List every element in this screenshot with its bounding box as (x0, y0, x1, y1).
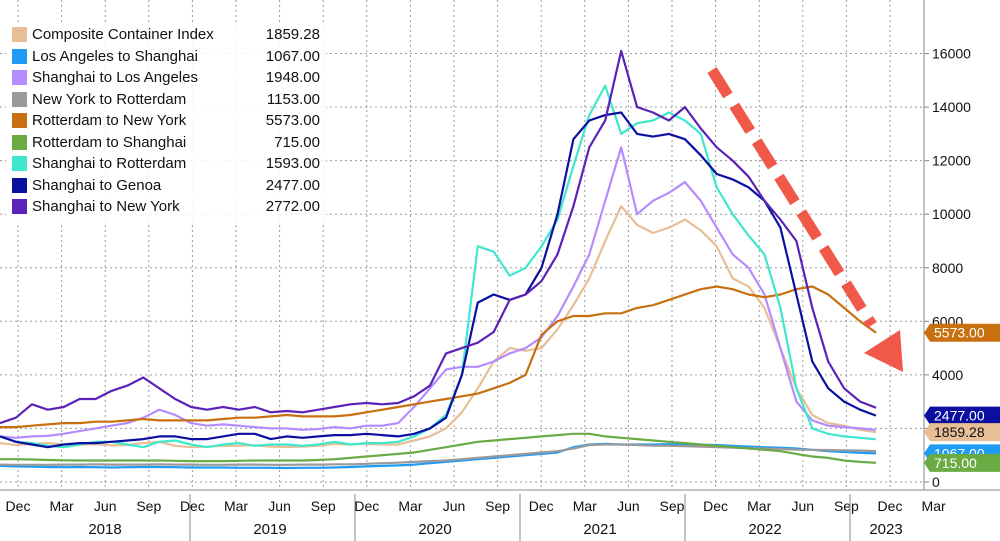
x-tick-label: Dec (703, 498, 728, 514)
x-tick-label: Sep (660, 498, 685, 514)
series-line (0, 285, 877, 429)
legend-series-name: Shanghai to New York (32, 198, 180, 216)
legend-item: Shanghai to Rotterdam 1593.00 (12, 153, 320, 175)
x-year-label: 2019 (253, 521, 286, 538)
legend-swatch (12, 113, 27, 129)
legend-swatch (12, 91, 27, 107)
legend-series-name: Shanghai to Rotterdam (32, 155, 187, 173)
series-line (0, 442, 877, 470)
y-tick-label: 8000 (932, 260, 963, 276)
legend-series-name: Composite Container Index (32, 26, 214, 44)
series-lines (0, 49, 877, 470)
legend-series-name: Rotterdam to New York (32, 112, 187, 130)
legend-swatch (12, 27, 27, 43)
series-line (0, 111, 877, 449)
legend-swatch (12, 70, 27, 86)
legend-series-value: 2477.00 (265, 176, 320, 194)
x-tick-label: Dec (878, 498, 903, 514)
x-tick-label: Sep (834, 498, 859, 514)
x-tick-label: Jun (792, 498, 815, 514)
y-tick-label: 16000 (932, 46, 971, 62)
x-axis-labels: Dec Mar Jun Sep Dec Mar Jun Sep Dec Mar Jun Sep Dec M… (6, 494, 946, 541)
x-tick-label: Sep (136, 498, 161, 514)
y-tick-label: 10000 (932, 206, 971, 222)
x-tick-label: Mar (50, 498, 74, 514)
series-line (0, 432, 877, 464)
value-tag-label: 1859.28 (934, 424, 985, 440)
legend-item: New York to Rotterdam 1153.00 (12, 89, 320, 111)
legend-series-name: Los Angeles to Shanghai (32, 47, 198, 65)
x-tick-label: Mar (224, 498, 248, 514)
x-tick-label: Jun (617, 498, 640, 514)
legend-item: Rotterdam to New York 5573.00 (12, 110, 320, 132)
value-tag: 715.00 (924, 453, 1000, 472)
trend-arrow-head (864, 330, 903, 372)
x-year-label: 2021 (583, 521, 616, 538)
x-tick-label: Dec (354, 498, 379, 514)
y-tick-label: 12000 (932, 153, 971, 169)
y-tick-label: 0 (932, 474, 940, 490)
legend-series-value: 715.00 (274, 133, 320, 151)
value-tag-label: 5573.00 (934, 325, 985, 341)
trend-arrow-shaft (707, 67, 877, 328)
series-line (0, 146, 877, 439)
x-tick-label: Jun (94, 498, 117, 514)
x-tick-label: Mar (398, 498, 422, 514)
x-tick-label: Mar (747, 498, 771, 514)
x-year-label: 2023 (869, 521, 902, 538)
series-line (0, 84, 877, 449)
series-line (0, 205, 877, 449)
legend-item: Rotterdam to Shanghai 715.00 (12, 132, 320, 154)
legend-swatch (12, 177, 27, 193)
value-tag: 5573.00 (924, 323, 1000, 342)
x-tick-label: Jun (268, 498, 291, 514)
x-tick-label: Dec (529, 498, 554, 514)
x-tick-label: Mar (922, 498, 946, 514)
x-tick-label: Sep (311, 498, 336, 514)
legend-series-name: Rotterdam to Shanghai (32, 133, 187, 151)
y-tick-label: 14000 (932, 99, 971, 115)
legend-series-value: 2772.00 (265, 198, 320, 216)
series-line (0, 49, 877, 425)
value-tag-label: 2477.00 (934, 408, 985, 424)
legend-series-name: Shanghai to Genoa (32, 176, 162, 194)
legend-series-value: 5573.00 (265, 112, 320, 130)
legend-item: Shanghai to New York 2772.00 (12, 196, 320, 218)
x-tick-label: Jun (443, 498, 466, 514)
legend-item: Shanghai to Genoa 2477.00 (12, 175, 320, 197)
legend-item: Shanghai to Los Angeles 1948.00 (12, 67, 320, 89)
legend-series-name: New York to Rotterdam (32, 90, 187, 108)
x-tick-label: Mar (573, 498, 597, 514)
legend: Composite Container Index 1859.28 Los An… (6, 22, 326, 222)
legend-series-value: 1948.00 (265, 69, 320, 87)
legend-swatch (12, 156, 27, 172)
legend-series-value: 1067.00 (265, 47, 320, 65)
legend-swatch (12, 48, 27, 64)
x-year-label: 2022 (748, 521, 781, 538)
legend-series-value: 1859.28 (265, 26, 320, 44)
legend-series-name: Shanghai to Los Angeles (32, 69, 198, 87)
x-year-label: 2020 (418, 521, 451, 538)
legend-item: Composite Container Index 1859.28 (12, 24, 320, 46)
legend-item: Los Angeles to Shanghai 1067.00 (12, 46, 320, 68)
value-tag-label: 715.00 (934, 455, 977, 471)
legend-series-value: 1153.00 (266, 90, 320, 108)
value-tag: 1859.28 (924, 423, 1000, 442)
y-tick-label: 4000 (932, 367, 963, 383)
x-year-label: 2018 (88, 521, 121, 538)
legend-swatch (12, 199, 27, 215)
trend-arrow (707, 67, 903, 372)
x-tick-label: Dec (6, 498, 31, 514)
value-tag: 2477.00 (924, 406, 1000, 425)
legend-swatch (12, 134, 27, 150)
x-tick-label: Dec (180, 498, 205, 514)
legend-series-value: 1593.00 (265, 155, 320, 173)
x-tick-label: Sep (485, 498, 510, 514)
